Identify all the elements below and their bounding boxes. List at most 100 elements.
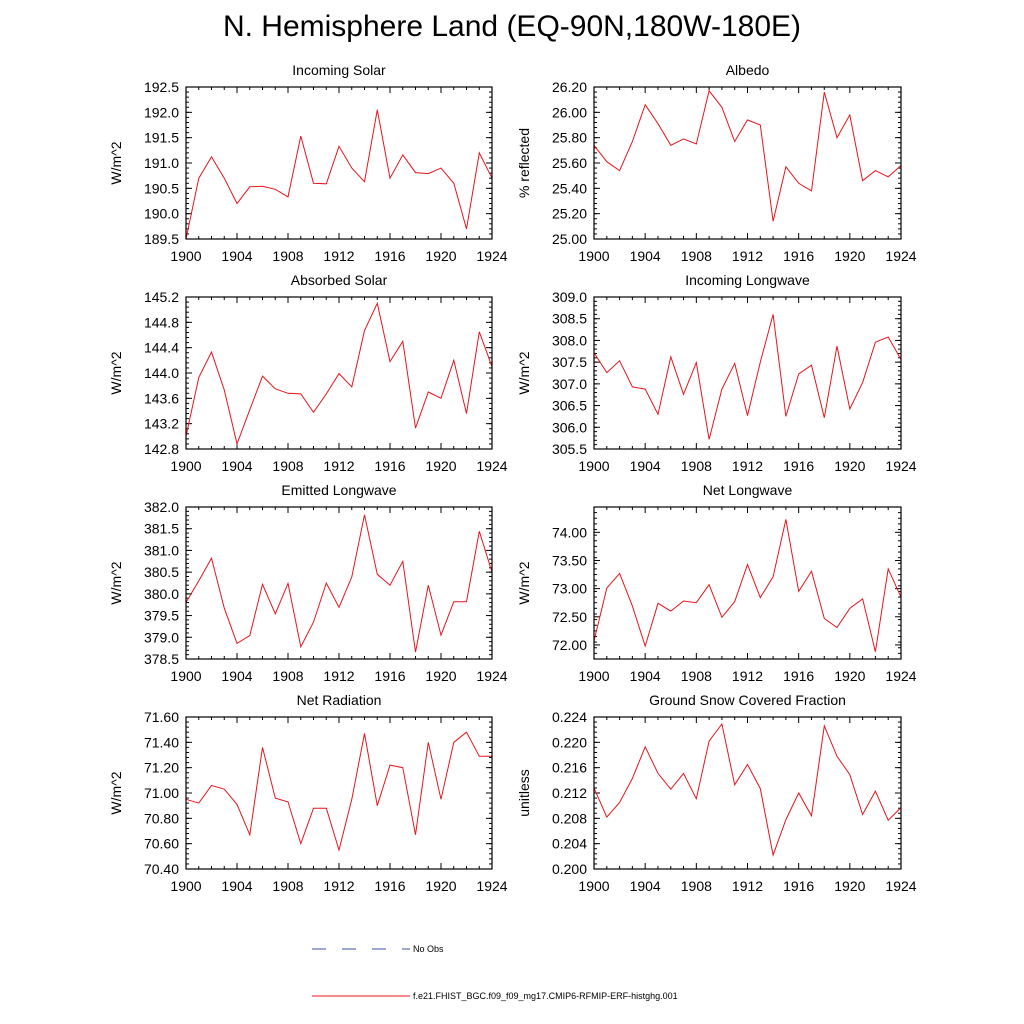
y-tick-label: 378.5 bbox=[144, 651, 179, 667]
y-tick-label: 306.5 bbox=[552, 398, 587, 414]
y-tick-label: 73.00 bbox=[552, 581, 587, 597]
y-tick-label: 145.2 bbox=[144, 289, 179, 305]
x-tick-label: 1916 bbox=[374, 458, 405, 474]
x-tick-label: 1900 bbox=[578, 458, 609, 474]
y-tick-label: 380.5 bbox=[144, 564, 179, 580]
series-line bbox=[185, 731, 492, 852]
y-axis-label: unitless bbox=[516, 769, 532, 816]
y-tick-label: 25.40 bbox=[552, 180, 587, 196]
y-tick-label: 379.0 bbox=[144, 629, 179, 645]
x-tick-label: 1900 bbox=[170, 668, 201, 684]
x-tick-label: 1908 bbox=[681, 248, 712, 264]
chart-panel: Absorbed Solar 142.8 143.2 143.6 144.0 144.4 1… bbox=[108, 272, 508, 474]
y-tick-label: 192.5 bbox=[144, 79, 179, 95]
x-tick-label: 1916 bbox=[374, 668, 405, 684]
series-line bbox=[185, 109, 493, 240]
y-tick-label: 381.0 bbox=[144, 542, 179, 558]
x-tick-label: 1900 bbox=[578, 878, 609, 894]
series-line bbox=[593, 519, 902, 652]
y-tick-label: 0.220 bbox=[552, 734, 587, 750]
x-tick-label: 1916 bbox=[374, 878, 405, 894]
x-tick-label: 1912 bbox=[732, 458, 763, 474]
y-tick-label: 0.208 bbox=[552, 810, 587, 826]
y-tick-label: 308.5 bbox=[552, 311, 587, 327]
x-tick-label: 1924 bbox=[885, 668, 916, 684]
chart-panel: Net Longwave 72.00 72.50 73.00 73.50 74.00 190… bbox=[516, 482, 917, 684]
x-tick-label: 1908 bbox=[681, 458, 712, 474]
x-tick-label: 1904 bbox=[221, 668, 252, 684]
x-tick-label: 1916 bbox=[783, 878, 814, 894]
legend: No Obs f.e21.FHIST_BGC.f09_f09_mg17.CMIP… bbox=[312, 944, 678, 1001]
legend-obs-label: No Obs bbox=[413, 944, 444, 954]
chart-panel: Incoming Solar 189.5 190.0 190.5 191.0 191.5 1… bbox=[108, 62, 508, 264]
x-tick-label: 1920 bbox=[834, 668, 865, 684]
y-tick-label: 144.4 bbox=[144, 340, 179, 356]
panel-title: Absorbed Solar bbox=[291, 272, 388, 288]
panel-title: Incoming Longwave bbox=[685, 272, 810, 288]
y-tick-label: 25.60 bbox=[552, 155, 587, 171]
x-tick-label: 1912 bbox=[323, 668, 354, 684]
x-tick-label: 1916 bbox=[374, 248, 405, 264]
x-tick-label: 1900 bbox=[170, 878, 201, 894]
y-tick-label: 306.0 bbox=[552, 419, 587, 435]
y-tick-label: 191.5 bbox=[144, 130, 179, 146]
y-axis-label: W/m^2 bbox=[516, 351, 532, 394]
y-axis-label: W/m^2 bbox=[108, 771, 124, 814]
chart-panel: Emitted Longwave 378.5 379.0 379.5 380.0 380.… bbox=[108, 482, 508, 684]
y-tick-label: 74.00 bbox=[552, 524, 587, 540]
y-tick-label: 189.5 bbox=[144, 231, 179, 247]
y-tick-label: 0.204 bbox=[552, 836, 587, 852]
x-tick-label: 1912 bbox=[323, 458, 354, 474]
y-tick-label: 144.8 bbox=[144, 314, 179, 330]
panel-title: Ground Snow Covered Fraction bbox=[649, 692, 846, 708]
y-tick-label: 25.80 bbox=[552, 130, 587, 146]
figure-title: N. Hemisphere Land (EQ-90N,180W-180E) bbox=[222, 10, 802, 43]
y-tick-label: 144.0 bbox=[144, 365, 179, 381]
chart-panel: Ground Snow Covered Fraction 0.200 0.204 0.… bbox=[516, 692, 917, 894]
x-tick-label: 1908 bbox=[272, 668, 303, 684]
y-tick-label: 70.80 bbox=[144, 810, 179, 826]
chart-panel: Albedo 25.00 25.20 25.40 25.60 25.80 26.00 26.2… bbox=[516, 62, 917, 264]
panel-title: Net Longwave bbox=[703, 482, 793, 498]
y-tick-label: 71.20 bbox=[144, 760, 179, 776]
y-tick-label: 71.40 bbox=[144, 734, 179, 750]
y-tick-label: 192.0 bbox=[144, 104, 179, 120]
x-tick-label: 1912 bbox=[323, 248, 354, 264]
x-tick-label: 1904 bbox=[630, 458, 661, 474]
y-tick-label: 25.20 bbox=[552, 206, 587, 222]
x-tick-label: 1908 bbox=[681, 668, 712, 684]
panel-title: Albedo bbox=[726, 62, 770, 78]
x-tick-label: 1904 bbox=[221, 878, 252, 894]
plot-frame bbox=[185, 716, 493, 870]
y-axis-label: W/m^2 bbox=[108, 351, 124, 394]
plot-frame bbox=[185, 506, 493, 660]
panel-title: Emitted Longwave bbox=[281, 482, 396, 498]
y-tick-label: 307.0 bbox=[552, 376, 587, 392]
x-tick-label: 1904 bbox=[630, 668, 661, 684]
y-tick-label: 379.5 bbox=[144, 608, 179, 624]
y-tick-label: 71.00 bbox=[144, 785, 179, 801]
x-tick-label: 1916 bbox=[783, 668, 814, 684]
y-tick-label: 72.50 bbox=[552, 609, 587, 625]
y-axis-label: W/m^2 bbox=[516, 561, 532, 604]
x-tick-label: 1900 bbox=[578, 668, 609, 684]
y-tick-label: 143.6 bbox=[144, 390, 179, 406]
series-line bbox=[593, 722, 902, 857]
plot-frame bbox=[593, 506, 902, 660]
plot-frame bbox=[593, 296, 902, 450]
plot-frame bbox=[593, 86, 902, 240]
y-axis-label: % reflected bbox=[516, 128, 532, 198]
y-tick-label: 190.5 bbox=[144, 180, 179, 196]
x-tick-label: 1912 bbox=[732, 248, 763, 264]
x-tick-label: 1924 bbox=[476, 668, 507, 684]
plot-frame bbox=[593, 716, 902, 870]
y-tick-label: 72.00 bbox=[552, 637, 587, 653]
x-tick-label: 1900 bbox=[170, 248, 201, 264]
y-tick-label: 142.8 bbox=[144, 441, 179, 457]
y-tick-label: 70.40 bbox=[144, 861, 179, 877]
panel-title: Net Radiation bbox=[297, 692, 382, 708]
chart-panels: Incoming Solar 189.5 190.0 190.5 191.0 191.5 1… bbox=[108, 62, 917, 894]
y-tick-label: 0.200 bbox=[552, 861, 587, 877]
x-tick-label: 1912 bbox=[323, 878, 354, 894]
